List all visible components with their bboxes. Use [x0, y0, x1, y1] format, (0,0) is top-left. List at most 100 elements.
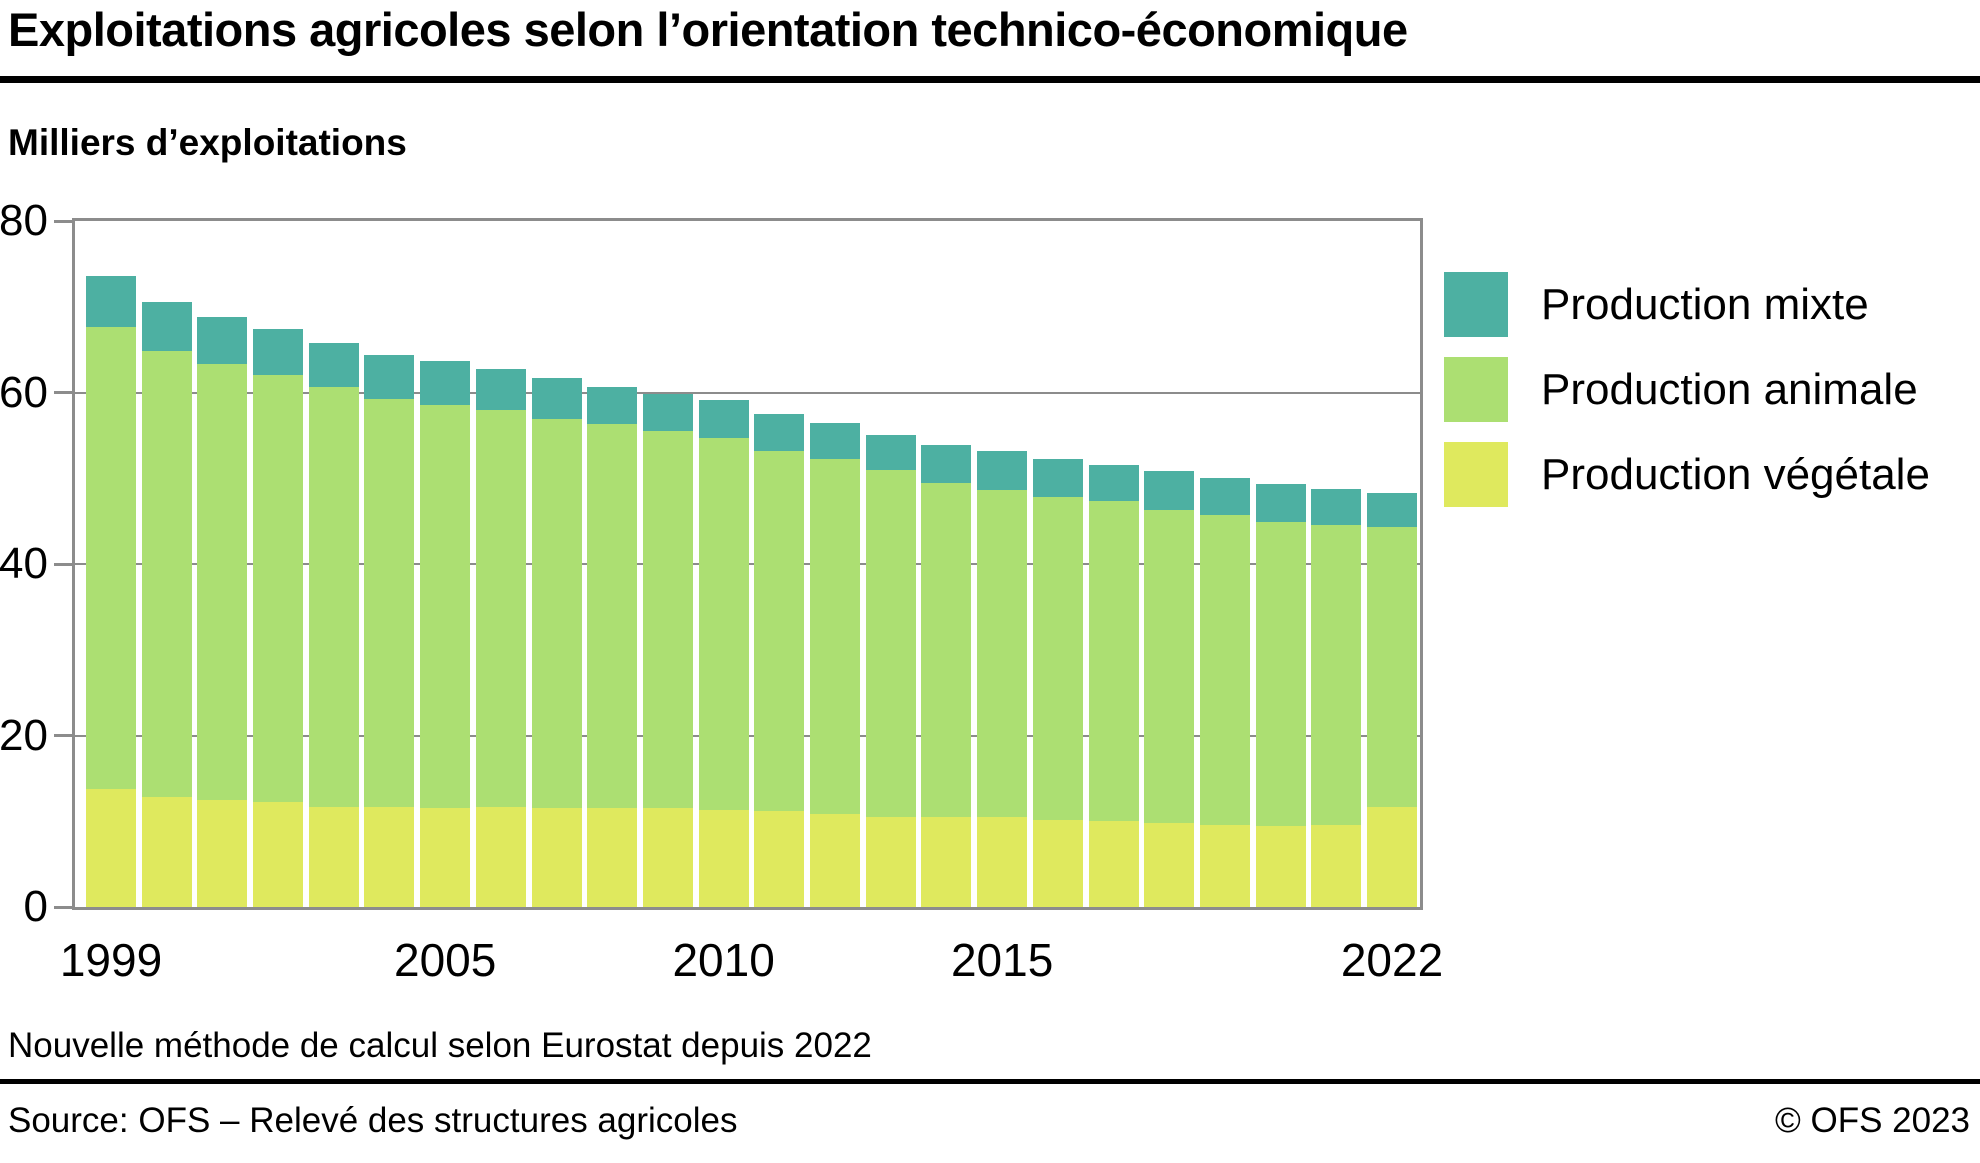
bar-segment-2014-production-mixte [921, 444, 972, 483]
bar-2003 [308, 342, 359, 907]
x-tick-label-2022: 2022 [1340, 934, 1444, 986]
legend-swatch [1444, 357, 1508, 422]
x-tick-label-2005: 2005 [394, 934, 497, 986]
bar-2010 [698, 400, 749, 907]
x-tick-label-1999: 1999 [59, 934, 163, 986]
bar-segment-2019-production-mixte [1199, 478, 1250, 516]
bar-segment-2011-production-mixte [754, 413, 805, 451]
bar-2012 [810, 422, 861, 907]
bar-segment-2019-production-animale [1199, 515, 1250, 825]
bar-segment-2011-production-animale [754, 450, 805, 811]
bar-segment-2018-production-animale [1144, 509, 1195, 823]
bar-2013 [865, 434, 916, 907]
bar-2001 [197, 317, 248, 907]
bar-segment-2022-production-mixte [1367, 492, 1417, 528]
bar-segment-2005-production-animale [420, 404, 471, 809]
source-text: Source: OFS – Relevé des structures agri… [8, 1101, 738, 1140]
bar-segment-2015-production-animale [977, 490, 1028, 817]
bar-segment-1999-production-animale [86, 327, 136, 789]
bar-segment-2015-production-végétale [977, 816, 1028, 907]
bar-segment-2005-production-végétale [420, 808, 471, 907]
legend-item-2: Production animale [1444, 357, 1930, 422]
legend-label: Production végétale [1541, 449, 1930, 499]
y-axis-title: Milliers d’exploitations [8, 122, 407, 163]
bar-2000 [141, 302, 192, 907]
bar-segment-2006-production-mixte [475, 368, 526, 410]
title-divider [0, 76, 1980, 83]
bar-segment-2020-production-végétale [1255, 825, 1306, 907]
legend: Production mixte Production animale Produc… [1444, 272, 1930, 527]
bar-segment-2007-production-mixte [531, 377, 582, 420]
bar-2002 [253, 329, 304, 907]
bar-2021 [1311, 488, 1362, 907]
y-tick-label-0: 0 [23, 882, 48, 931]
bar-segment-1999-production-mixte [86, 275, 136, 328]
bar-segment-2003-production-mixte [308, 342, 359, 388]
gridline-60 [75, 391, 1420, 394]
bar-segment-2013-production-végétale [865, 816, 916, 907]
bar-segment-2000-production-mixte [141, 302, 192, 351]
bar-segment-2013-production-mixte [865, 434, 916, 470]
bar-segment-2009-production-végétale [642, 807, 693, 907]
x-tick-label-2010: 2010 [672, 934, 775, 986]
page-title: Exploitations agricoles selon l’orientat… [8, 3, 1408, 56]
bar-2020 [1255, 484, 1306, 907]
bar-segment-2003-production-végétale [308, 806, 359, 907]
bar-segment-2018-production-végétale [1144, 822, 1195, 907]
bar-2019 [1199, 478, 1250, 907]
bar-segment-2010-production-animale [698, 437, 749, 811]
bar-segment-2021-production-végétale [1311, 824, 1362, 907]
y-tick-label-80: 80 [0, 196, 48, 245]
bar-2014 [921, 444, 972, 907]
bar-segment-2020-production-animale [1255, 522, 1306, 826]
bar-2022 [1367, 492, 1417, 907]
y-tick-0 [54, 905, 72, 909]
bar-2018 [1144, 471, 1195, 907]
bar-segment-2005-production-mixte [420, 360, 471, 405]
bar-segment-2017-production-mixte [1088, 465, 1139, 502]
legend-swatch [1444, 442, 1508, 507]
bar-segment-2003-production-animale [308, 387, 359, 807]
x-tick-label-2015: 2015 [950, 934, 1054, 986]
bar-segment-2018-production-mixte [1144, 471, 1195, 510]
bar-segment-2012-production-végétale [810, 814, 861, 907]
legend-item-1: Production mixte [1444, 272, 1930, 337]
bar-segment-2000-production-animale [141, 350, 192, 798]
copyright-text: © OFS 2023 [1774, 1101, 1970, 1140]
bar-segment-2002-production-végétale [253, 801, 304, 907]
bar-2007 [531, 377, 582, 907]
bar-segment-2010-production-mixte [698, 400, 749, 438]
bar-segment-2017-production-animale [1088, 501, 1139, 822]
bar-2006 [475, 368, 526, 907]
bar-segment-2014-production-animale [921, 482, 972, 817]
bar-segment-2022-production-animale [1367, 527, 1417, 807]
bar-segment-2007-production-animale [531, 419, 582, 808]
bar-2005 [420, 360, 471, 907]
bar-segment-2008-production-mixte [587, 386, 638, 425]
y-tick-label-20: 20 [0, 710, 48, 760]
bar-2015 [977, 450, 1028, 907]
bar-segment-2012-production-mixte [810, 422, 861, 459]
bar-2017 [1088, 465, 1139, 907]
bar-segment-2009-production-animale [642, 431, 693, 808]
bar-segment-2002-production-animale [253, 375, 304, 802]
bar-segment-2021-production-animale [1311, 524, 1362, 825]
y-tick-label-40: 40 [0, 539, 48, 588]
bar-segment-1999-production-végétale [86, 788, 136, 907]
y-tick-40 [54, 562, 72, 566]
bar-segment-2014-production-végétale [921, 816, 972, 907]
legend-label: Production animale [1541, 364, 1918, 414]
bar-segment-2021-production-mixte [1311, 488, 1362, 525]
bar-segment-2004-production-animale [364, 398, 415, 807]
bar-segment-2017-production-végétale [1088, 821, 1139, 907]
y-tick-20 [54, 734, 72, 737]
bar-2011 [754, 413, 805, 907]
plot-area: 0 20 40 60 80 1999 2005 2010 2015 2022 [0, 199, 1443, 984]
bar-segment-2019-production-végétale [1199, 824, 1250, 907]
bar-segment-2013-production-animale [865, 469, 916, 817]
bar-2004 [364, 354, 415, 907]
bar-segment-2000-production-végétale [141, 797, 192, 907]
bar-segment-2010-production-végétale [698, 810, 749, 907]
bar-segment-2001-production-végétale [197, 799, 248, 907]
bar-segment-2001-production-mixte [197, 317, 248, 365]
